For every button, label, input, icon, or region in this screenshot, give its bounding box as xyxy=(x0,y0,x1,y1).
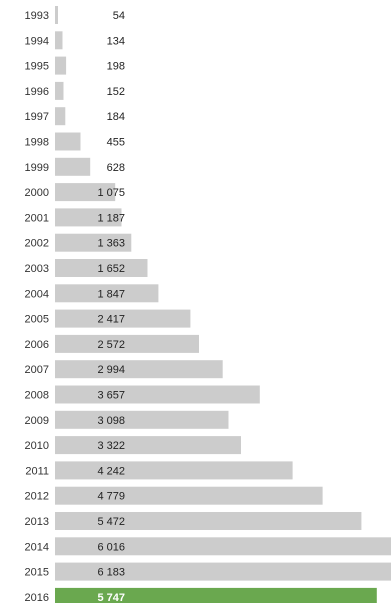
bar-2010 xyxy=(55,436,241,455)
bar-2001 xyxy=(55,208,122,227)
year-label-2012: 2012 xyxy=(25,491,49,503)
value-label-2016: 5 747 xyxy=(97,592,125,603)
bar-2007 xyxy=(55,360,223,379)
year-label-2007: 2007 xyxy=(25,364,49,376)
year-label-1995: 1995 xyxy=(25,61,49,73)
value-label-2013: 5 472 xyxy=(97,516,125,528)
year-label-2014: 2014 xyxy=(25,541,49,553)
year-label-1997: 1997 xyxy=(25,111,49,123)
bar-2003 xyxy=(55,259,148,277)
year-label-1998: 1998 xyxy=(25,137,49,149)
year-label-2008: 2008 xyxy=(25,390,49,402)
year-label-1993: 1993 xyxy=(25,10,49,22)
bar-2000 xyxy=(55,183,116,202)
bar-1997 xyxy=(55,107,66,126)
bar-2013 xyxy=(55,512,362,530)
value-label-2012: 4 779 xyxy=(97,491,125,503)
bar-1998 xyxy=(55,132,81,151)
year-label-2010: 2010 xyxy=(25,440,49,452)
year-label-2005: 2005 xyxy=(25,314,49,326)
year-label-1999: 1999 xyxy=(25,162,49,174)
value-label-2007: 2 994 xyxy=(97,364,125,376)
year-label-1996: 1996 xyxy=(25,86,49,98)
bar-2015 xyxy=(55,562,391,581)
bar-1999 xyxy=(55,157,91,176)
value-label-2002: 1 363 xyxy=(97,238,125,250)
year-label-2015: 2015 xyxy=(25,567,49,579)
bar-1995 xyxy=(55,56,67,75)
year-label-2016: 2016 xyxy=(25,592,49,603)
bar-1994 xyxy=(55,31,63,50)
value-label-2001: 1 187 xyxy=(97,212,125,224)
value-label-1994: 134 xyxy=(107,35,125,47)
value-label-2015: 6 183 xyxy=(97,567,125,579)
year-label-2013: 2013 xyxy=(25,516,49,528)
bar-2004 xyxy=(55,284,159,303)
bar-2014 xyxy=(55,537,391,556)
bar-2005 xyxy=(55,309,191,328)
value-label-1998: 455 xyxy=(107,137,125,149)
bar-2011 xyxy=(55,461,293,480)
value-label-2008: 3 657 xyxy=(97,390,125,402)
value-label-2003: 1 652 xyxy=(97,263,125,275)
value-label-2000: 1 075 xyxy=(97,187,125,199)
value-label-1999: 628 xyxy=(107,162,125,174)
year-label-2002: 2002 xyxy=(25,238,49,250)
bar-2016 xyxy=(55,587,377,603)
year-label-2003: 2003 xyxy=(25,263,49,275)
bar-2012 xyxy=(55,486,323,505)
year-label-2004: 2004 xyxy=(25,288,49,300)
year-label-2011: 2011 xyxy=(25,465,49,477)
value-label-2009: 3 098 xyxy=(97,415,125,427)
bar-2002 xyxy=(55,233,132,252)
bar-1993 xyxy=(55,6,58,24)
year-label-2006: 2006 xyxy=(25,339,49,351)
year-label-2009: 2009 xyxy=(25,415,49,427)
value-label-2005: 2 417 xyxy=(97,314,125,326)
bar-1996 xyxy=(55,81,64,100)
value-label-2014: 6 016 xyxy=(97,541,125,553)
year-label-2000: 2000 xyxy=(25,187,49,199)
year-label-2001: 2001 xyxy=(25,212,49,224)
value-label-2010: 3 322 xyxy=(97,440,125,452)
bar-2008 xyxy=(55,385,260,404)
value-label-2004: 1 847 xyxy=(97,288,125,300)
bar-2009 xyxy=(55,410,229,429)
year-label-1994: 1994 xyxy=(25,35,49,47)
value-label-1995: 198 xyxy=(107,61,125,73)
value-label-2006: 2 572 xyxy=(97,339,125,351)
bar-2006 xyxy=(55,334,199,353)
value-label-2011: 4 242 xyxy=(97,465,125,477)
value-label-1997: 184 xyxy=(107,111,125,123)
value-label-1996: 152 xyxy=(107,86,125,98)
value-label-1993: 54 xyxy=(113,10,125,22)
